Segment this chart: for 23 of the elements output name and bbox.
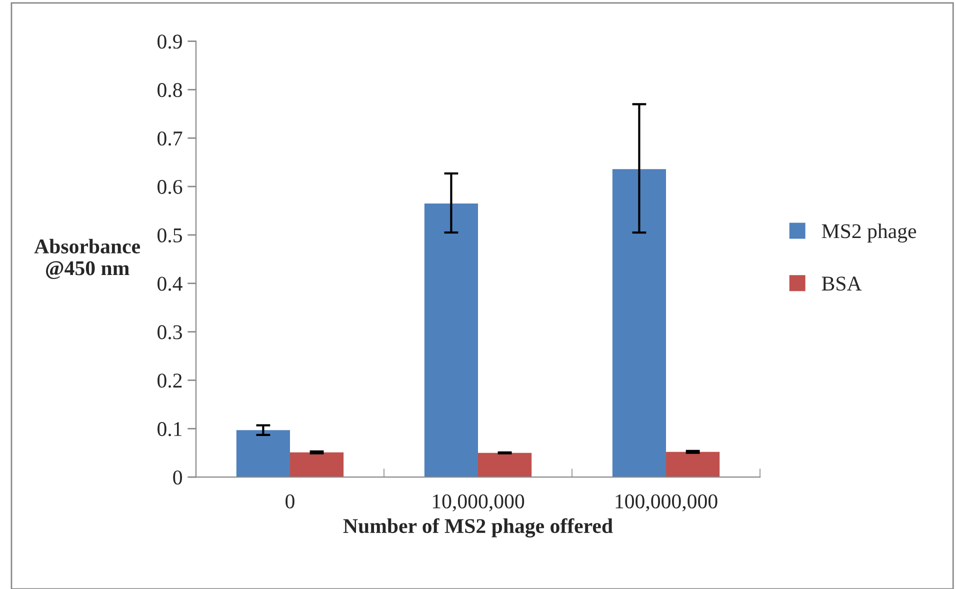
y-tick-label: 0.9 (158, 34, 182, 49)
y-tick-label: 0.2 (158, 374, 182, 388)
y-tick-label: 0.7 (158, 131, 182, 146)
bar (612, 169, 666, 478)
y-tick-label: 0.1 (158, 422, 182, 436)
y-tick-label: 0.5 (158, 228, 182, 242)
legend-label: BSA (822, 276, 862, 291)
bar (290, 452, 344, 478)
y-tick-label: 0.6 (158, 180, 182, 194)
y-tick-label: 0.8 (158, 83, 182, 98)
bar (478, 452, 532, 478)
x-tick-label: 100,000,000 (616, 494, 718, 512)
bar (666, 452, 720, 478)
legend-label: MS2 phage (822, 224, 916, 243)
y-tick-label: 0 (173, 470, 182, 485)
x-tick-label: 0 (286, 494, 294, 508)
y-axis-title: Absorbance @450 nm (34, 238, 140, 280)
bar (424, 203, 478, 478)
y-tick-label: 0.3 (158, 325, 182, 340)
y-tick-label: 0.4 (158, 276, 182, 291)
x-axis-title: Number of MS2 phage offered (343, 518, 613, 538)
x-tick-label: 10,000,000 (432, 494, 524, 512)
bar (236, 430, 290, 478)
